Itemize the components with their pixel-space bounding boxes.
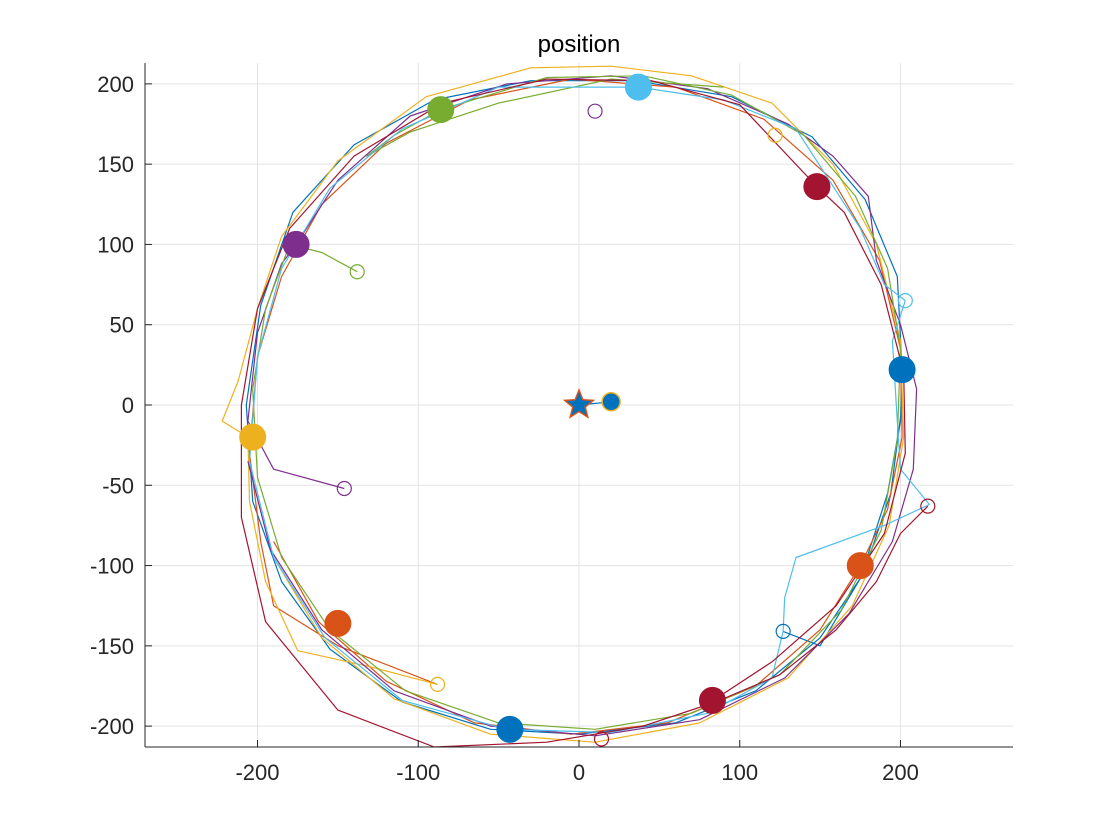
y-tick-label: 50 <box>110 313 134 338</box>
y-tick-label: 150 <box>97 152 134 177</box>
x-tick-label: 0 <box>573 760 585 785</box>
y-tick-label: -200 <box>90 714 134 739</box>
agent-marker <box>803 173 831 201</box>
trajectory-line <box>240 78 929 747</box>
x-tick-label: 100 <box>721 760 758 785</box>
trajectory-line <box>248 86 930 734</box>
agent-marker <box>624 73 652 101</box>
start-marker <box>587 103 603 119</box>
x-tick-label: -200 <box>235 760 279 785</box>
agent-marker <box>888 356 916 384</box>
start-marker <box>767 127 783 143</box>
start-marker <box>775 623 791 639</box>
y-tick-label: -150 <box>90 634 134 659</box>
plot-area <box>221 65 936 747</box>
y-tick-label: 200 <box>97 72 134 97</box>
start-marker <box>349 264 365 280</box>
axes: -200 -100 0 100 200 -200 -150 -100 -50 0 50 100 150 2… <box>90 63 1013 785</box>
start-marker <box>593 731 610 747</box>
agent-marker <box>427 96 455 124</box>
y-tick-label: 0 <box>122 393 134 418</box>
x-tick-label: 200 <box>882 760 919 785</box>
agent-marker <box>496 715 524 743</box>
agent-marker <box>324 609 352 637</box>
agent-marker <box>282 230 310 258</box>
center-star-marker <box>562 387 596 419</box>
start-marker <box>897 293 913 309</box>
y-tick-label: 100 <box>97 232 134 257</box>
chart-title: position <box>538 31 621 58</box>
y-tick-label: -50 <box>102 473 134 498</box>
y-tick-label: -100 <box>90 554 134 579</box>
start-marker <box>429 676 446 692</box>
x-tick-label: -100 <box>396 760 440 785</box>
agent-marker <box>698 686 726 714</box>
leader-marker <box>601 392 621 412</box>
start-marker <box>336 480 352 497</box>
trajectory-line <box>221 65 905 743</box>
agent-marker <box>846 552 874 580</box>
start-marker <box>920 498 936 514</box>
agent-marker <box>239 423 267 451</box>
